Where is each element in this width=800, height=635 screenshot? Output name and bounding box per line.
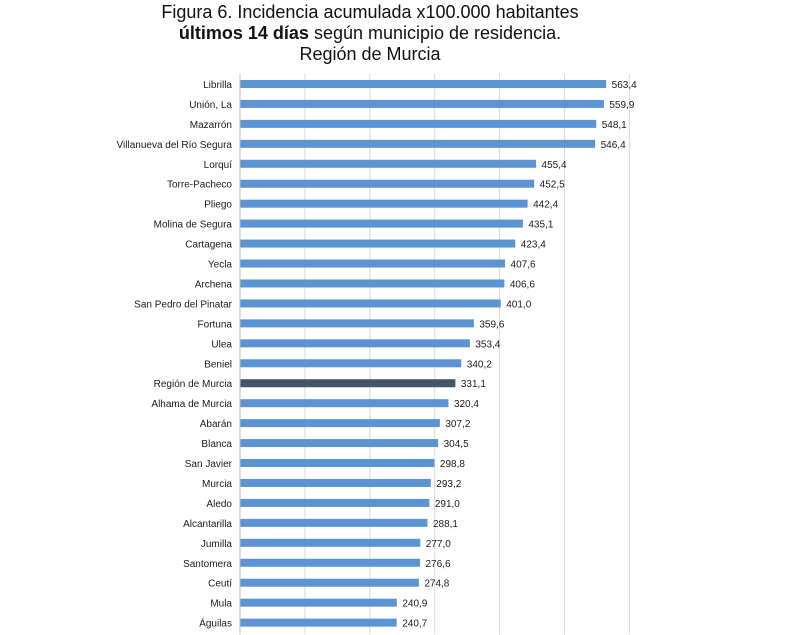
bar [240, 99, 604, 108]
category-label: Ceutí [208, 579, 232, 590]
bar [240, 498, 430, 507]
data-label: 277,0 [426, 539, 451, 550]
bar [240, 199, 528, 208]
category-label: Unión, La [189, 100, 232, 111]
category-label: Molina de Segura [154, 220, 233, 231]
category-label: San Javier [185, 459, 233, 470]
category-label: Blanca [201, 439, 232, 450]
data-label: 563,4 [612, 80, 637, 91]
category-label: Torre-Pacheco [167, 180, 232, 191]
data-label: 293,2 [436, 479, 461, 490]
data-label: 288,1 [433, 519, 458, 530]
bar [240, 618, 397, 627]
bar [240, 339, 470, 348]
data-label: 455,4 [542, 160, 567, 171]
category-label: Murcia [202, 479, 232, 490]
category-label: Beniel [204, 359, 232, 370]
bar [240, 359, 462, 368]
bar [240, 319, 474, 328]
category-label: Librilla [203, 80, 232, 91]
data-label: 401,0 [506, 299, 531, 310]
data-label: 407,6 [511, 260, 536, 271]
category-label: San Pedro del Pinatar [134, 299, 233, 310]
data-label: 546,4 [601, 140, 626, 151]
category-label: Ulea [211, 339, 232, 350]
category-label: Mazarrón [190, 120, 232, 131]
bar [240, 459, 435, 468]
bar [240, 538, 421, 547]
category-label: Mula [210, 599, 232, 610]
bar-highlight [240, 379, 456, 388]
bar [240, 518, 428, 527]
data-label: 353,4 [475, 339, 500, 350]
bar [240, 139, 596, 148]
category-label: Archena [195, 279, 233, 290]
data-label: 423,4 [521, 240, 546, 251]
category-label: Yecla [208, 260, 233, 271]
chart-title-line3: Región de Murcia [299, 44, 441, 64]
data-label: 340,2 [467, 359, 492, 370]
bar [240, 239, 516, 248]
bar [240, 119, 597, 128]
data-label: 307,2 [445, 419, 470, 430]
category-label: Alcantarilla [183, 519, 232, 530]
bar [240, 179, 535, 188]
category-label: Abarán [200, 419, 232, 430]
data-label: 276,6 [426, 559, 451, 570]
category-label: Cartagena [185, 240, 232, 251]
data-label: 291,0 [435, 499, 460, 510]
data-label: 240,7 [402, 619, 427, 630]
bar [240, 79, 607, 88]
chart-title-line1: Figura 6. Incidencia acumulada x100.000 … [161, 2, 579, 22]
data-label: 452,5 [540, 180, 565, 191]
data-label: 548,1 [602, 120, 627, 131]
bar [240, 598, 397, 607]
data-label: 304,5 [444, 439, 469, 450]
bar [240, 399, 449, 408]
chart-title-line2: últimos 14 días según municipio de resid… [0, 23, 740, 44]
data-label: 331,1 [461, 379, 486, 390]
category-label: Pliego [204, 200, 232, 211]
data-label: 274,8 [424, 579, 449, 590]
data-label: 298,8 [440, 459, 465, 470]
category-label: Jumilla [201, 539, 233, 550]
category-label: Águilas [199, 617, 232, 630]
chart-title: Figura 6. Incidencia acumulada x100.000 … [0, 2, 740, 65]
bar [240, 478, 431, 487]
category-label: Fortuna [198, 319, 233, 330]
data-label: 559,9 [609, 100, 634, 111]
category-label: Santomera [183, 559, 232, 570]
bar [240, 279, 505, 288]
bar [240, 578, 419, 587]
bar [240, 219, 523, 228]
chart-title-line2-bold: últimos 14 días [178, 23, 309, 43]
bar [240, 159, 537, 168]
chart-title-line2-rest: según municipio de residencia. [308, 23, 562, 43]
category-label: Aledo [206, 499, 232, 510]
data-label: 240,9 [402, 599, 427, 610]
bar [240, 419, 440, 428]
category-label: Región de Murcia [154, 379, 233, 390]
bar [240, 299, 501, 308]
data-label: 442,4 [533, 200, 558, 211]
data-label: 359,6 [479, 319, 504, 330]
bar [240, 558, 421, 567]
data-label: 406,6 [510, 279, 535, 290]
bar [240, 439, 439, 448]
category-label: Lorquí [204, 160, 233, 171]
category-label: Villanueva del Río Segura [117, 140, 233, 151]
data-label: 435,1 [528, 220, 553, 231]
category-label: Alhama de Murcia [151, 399, 232, 410]
data-label: 320,4 [454, 399, 479, 410]
bar [240, 259, 506, 268]
